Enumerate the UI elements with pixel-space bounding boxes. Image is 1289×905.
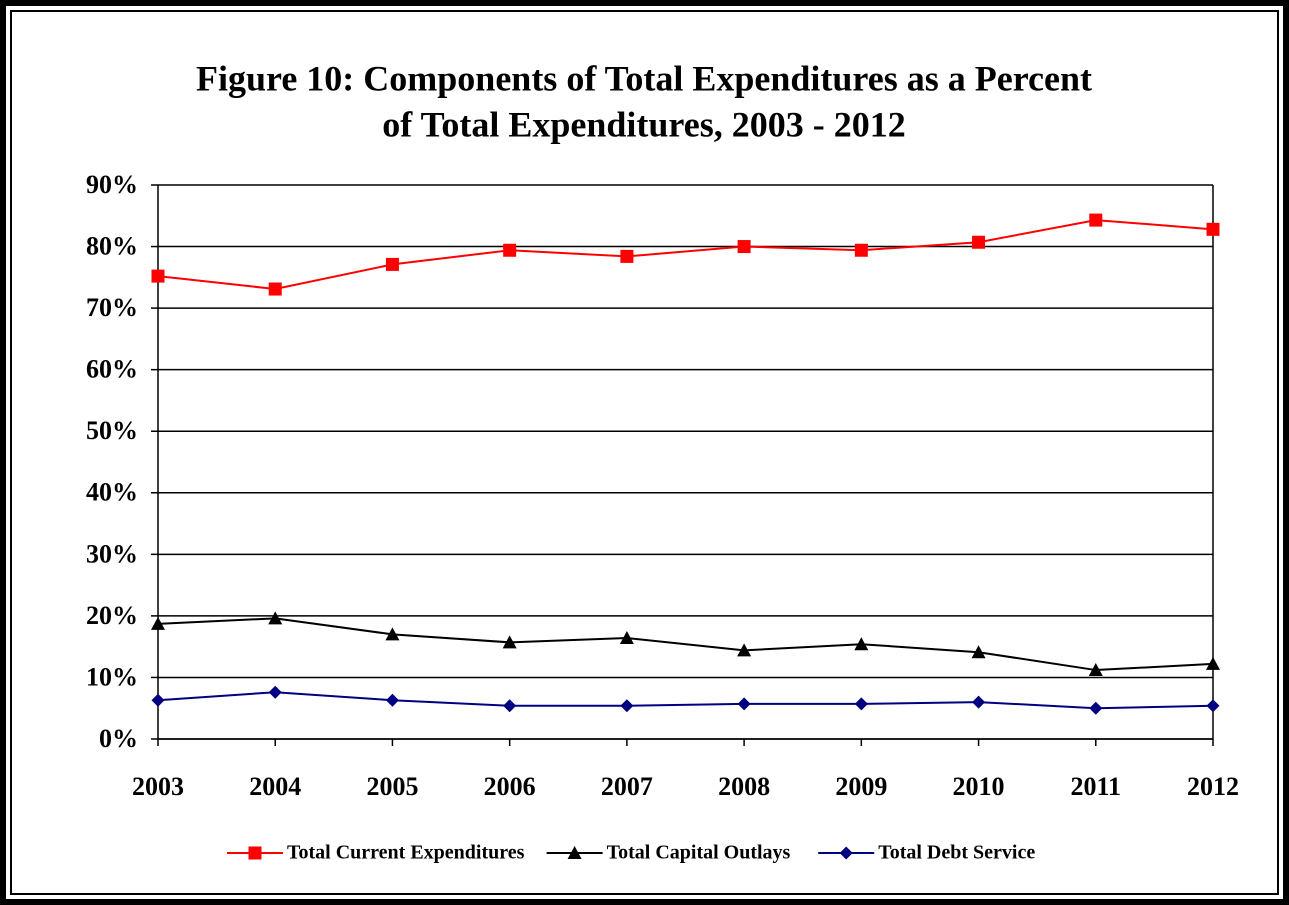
y-tick-label: 30% [86,539,138,568]
data-point [268,611,283,625]
x-tick-label: 2005 [366,772,418,801]
x-tick-label: 2007 [601,772,653,801]
x-tick-label: 2009 [835,772,887,801]
data-point [620,249,634,263]
data-point [503,699,517,713]
data-point [268,282,282,296]
data-point [737,697,751,711]
data-point [737,240,751,254]
data-point [854,243,868,257]
legend-label: Total Debt Service [878,842,1035,864]
legend-marker [567,846,582,859]
data-point [385,627,400,641]
data-point [971,645,986,659]
data-point [151,616,165,630]
series-line [157,617,1214,672]
inner-frame [10,10,1279,895]
legend-label: Total Current Expenditures [287,842,525,864]
data-point [1089,701,1103,715]
data-point [1206,222,1220,236]
y-tick-label: 0% [99,724,138,753]
data-point [854,637,869,651]
data-point [972,235,986,249]
data-point [151,693,165,707]
y-tick-label: 70% [86,293,138,322]
y-tick-label: 60% [86,355,138,384]
x-tick-label: 2003 [132,772,184,801]
data-point [503,243,517,257]
data-point [268,685,282,699]
y-tick-label: 50% [86,416,138,445]
x-tick-label: 2008 [718,772,770,801]
data-point [854,697,868,711]
series-line [157,219,1214,291]
y-tick-label: 40% [86,478,138,507]
x-tick-label: 2010 [953,772,1005,801]
data-point [1089,213,1103,227]
data-point [620,699,634,713]
legend-marker [248,846,262,860]
data-point [1088,663,1103,677]
chart-title: of Total Expenditures, 2003 - 2012 [382,104,905,144]
legend-label: Total Capital Outlays [607,842,791,864]
x-tick-label: 2011 [1070,772,1121,801]
series-line [157,691,1214,710]
data-point [385,693,399,707]
y-tick-label: 10% [86,662,138,691]
x-tick-label: 2004 [249,772,301,801]
y-tick-label: 90% [86,170,138,199]
data-point [1206,699,1220,713]
data-point [619,631,634,645]
data-point [737,643,752,657]
data-point [385,257,399,271]
data-point [1206,656,1220,670]
x-tick-label: 2012 [1187,772,1239,801]
data-point [151,269,165,283]
x-tick-label: 2006 [484,772,536,801]
data-point [502,635,517,649]
y-tick-label: 80% [86,232,138,261]
y-tick-label: 20% [86,601,138,630]
legend-marker [839,846,853,860]
data-point [972,695,986,709]
chart-title: Figure 10: Components of Total Expenditu… [196,58,1092,98]
